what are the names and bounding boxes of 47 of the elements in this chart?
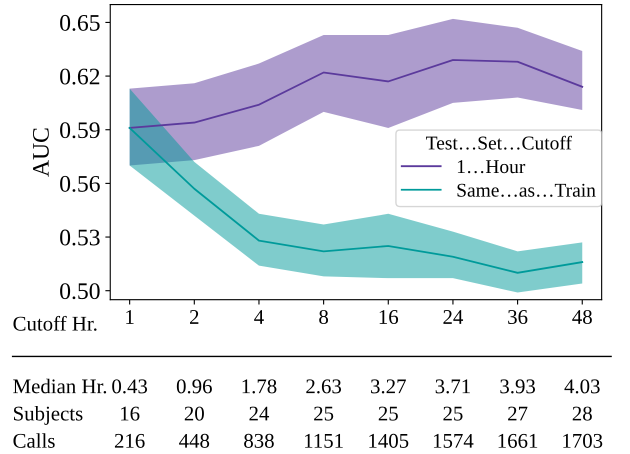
text: Calls <box>13 433 55 448</box>
text: 20 <box>184 406 204 421</box>
text: 27 <box>508 406 528 420</box>
x-tick-label: 4 <box>254 310 264 324</box>
text: 3.71 <box>436 379 470 394</box>
y-tick-label: 0.56 <box>60 176 100 192</box>
x-tick-label: 8 <box>319 310 328 324</box>
text: 1151 <box>305 434 343 448</box>
text: 16 <box>121 406 140 421</box>
legend-label: 1…Hour <box>458 160 526 174</box>
text: 1574 <box>434 434 474 448</box>
text: 216 <box>114 434 145 448</box>
text: 0.96 <box>176 379 212 394</box>
x-tick-label: 36 <box>508 310 528 324</box>
text: Subjects <box>14 406 82 425</box>
y-tick-label: 0.62 <box>60 68 100 85</box>
text: 448 <box>179 434 210 448</box>
text: 2.63 <box>306 379 342 394</box>
text: 24 <box>249 406 270 420</box>
text: 25 <box>378 406 398 421</box>
text: 4.03 <box>564 379 600 394</box>
line-series <box>128 59 584 129</box>
text: 838 <box>244 434 274 448</box>
text: 3.93 <box>500 379 536 394</box>
y-tick-label: 0.50 <box>60 283 100 300</box>
x-tick-label: 16 <box>380 310 398 324</box>
x-tick-label: 1 <box>126 310 134 324</box>
text: Median Hr. <box>13 378 106 394</box>
text: 1661 <box>498 434 538 448</box>
legend-label: Same…as…Train <box>458 184 596 197</box>
text: 28 <box>572 406 592 421</box>
x-tick-label: 24 <box>443 310 464 324</box>
y-tick-label: 0.53 <box>60 230 100 246</box>
y-axis-title: AUC <box>32 128 49 177</box>
y-tick-label: 0.65 <box>60 14 100 31</box>
text: 1405 <box>369 434 408 448</box>
y-tick-label: 0.59 <box>60 122 100 138</box>
x-axis-title: Cutoff Hr. <box>13 316 97 331</box>
x-tick-label: 48 <box>572 310 592 324</box>
text: 25 <box>443 406 463 421</box>
text: 1.78 <box>242 379 276 394</box>
legend-title: Test…Set…Cutoff <box>426 136 572 150</box>
x-tick-label: 2 <box>190 310 198 324</box>
text: 3.27 <box>371 379 406 394</box>
text: 0.43 <box>112 379 148 394</box>
text: 1703 <box>563 434 602 448</box>
text: 25 <box>314 406 334 421</box>
